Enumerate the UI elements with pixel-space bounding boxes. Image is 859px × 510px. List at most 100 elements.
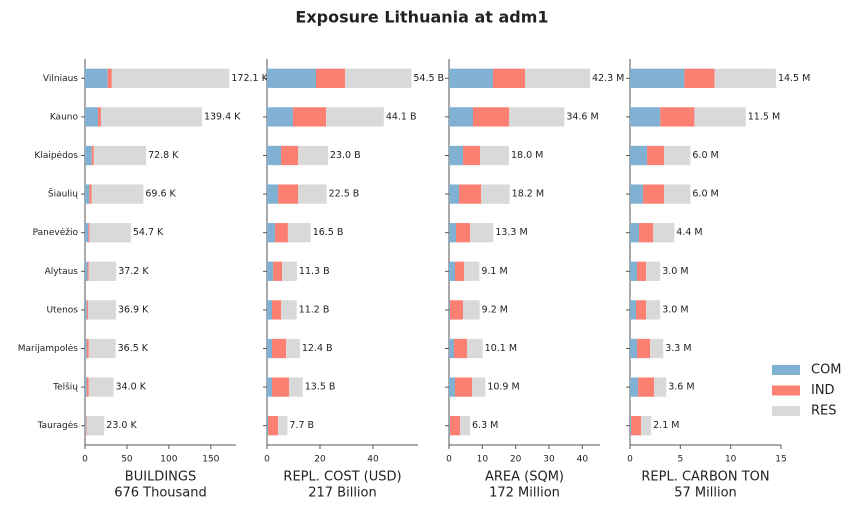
bar-segment [449,261,455,281]
bar-segment [86,300,88,320]
bar-segment [636,300,647,320]
bar-segment [267,300,273,320]
x-tick-label: 150 [202,455,219,465]
bar-segment [630,377,639,397]
bar-segment [449,223,456,243]
bar-segment [281,145,298,166]
bar-segment [85,416,86,436]
bar-segment [286,338,300,359]
x-tick-label: 40 [367,455,379,465]
total-label: 36.9 K [118,304,149,315]
bar-segment [694,107,746,127]
legend-swatch [772,365,800,375]
x-tick-label: 5 [677,455,683,465]
bar-segment [91,145,94,166]
x-tick-label: 0 [627,455,633,465]
bar-segment [316,68,346,88]
category-label: Klaipėdos [34,151,78,161]
x-axis-sublabel: 217 Billion [308,486,377,501]
legend-label: RES [811,404,837,419]
bar-segment [267,377,273,397]
x-axis-label: BUILDINGS [125,470,196,485]
bar-segment [272,300,282,320]
total-label: 3.0 M [662,304,688,315]
total-label: 4.4 M [676,227,702,238]
legend-swatch [772,406,800,416]
total-label: 44.1 B [386,111,417,122]
total-label: 12.4 B [302,343,333,354]
bar-segment [450,300,463,320]
category-label: Tauragės [37,421,79,431]
x-tick-label: 10 [725,455,737,465]
total-label: 139.4 K [204,111,241,122]
x-tick-label: 40 [577,455,589,465]
bar-segment [472,377,486,397]
x-tick-label: 30 [543,455,555,465]
bar-segment [467,338,483,359]
bar-segment [88,223,90,243]
bar-segment [714,68,776,88]
total-label: 54.5 B [413,73,444,84]
bar-segment [449,416,450,436]
bar-segment [89,184,92,204]
x-tick-label: 0 [446,455,452,465]
bar-segment [449,377,455,397]
x-axis-sublabel: 676 Thousand [114,486,207,501]
total-label: 9.2 M [482,304,508,315]
bar-segment [85,223,89,243]
bar-segment [638,377,655,397]
x-axis-label: REPL. CARBON TON [641,470,769,485]
bar-segment [630,107,661,127]
bar-segment [450,416,460,436]
bar-segment [630,416,632,436]
bar-segment [630,261,638,281]
total-label: 22.5 B [329,189,360,200]
total-label: 23.0 K [106,420,137,431]
category-label: Kauno [50,112,79,122]
total-label: 13.5 B [305,382,336,393]
bar-segment [282,261,297,281]
bar-segment [85,377,87,397]
category-label: Marijampolės [18,344,79,354]
bar-segment [630,300,637,320]
bar-segment [86,338,89,359]
total-label: 72.8 K [148,150,179,161]
total-label: 3.3 M [665,343,691,354]
bar-segment [664,145,691,166]
bar-segment [86,377,89,397]
x-axis-label: AREA (SQM) [485,470,564,485]
x-tick-label: 10 [477,455,489,465]
bar-segment [107,68,112,88]
bar-segment [473,107,509,127]
bar-segment [637,338,651,359]
x-tick-label: 20 [314,455,326,465]
total-label: 18.0 M [511,150,543,161]
bar-segment [267,145,282,166]
bar-segment [464,261,480,281]
bar-segment [449,300,450,320]
bar-segment [89,223,131,243]
bar-segment [98,107,101,127]
bar-segment [470,223,494,243]
category-label: Telšių [52,382,78,393]
total-label: 6.0 M [692,150,718,161]
total-label: 10.1 M [485,343,517,354]
total-label: 37.2 K [118,266,149,277]
x-tick-label: 50 [121,455,133,465]
total-label: 2.1 M [653,420,679,431]
bar-segment [480,145,509,166]
total-label: 23.0 B [330,150,361,161]
x-tick-label: 100 [160,455,177,465]
bar-segment [654,377,667,397]
bar-segment [268,416,279,436]
bar-segment [630,68,685,88]
legend-label: COM [811,363,842,378]
category-label: Utenos [46,305,78,315]
legend-label: IND [811,383,835,398]
bar-segment [267,416,269,436]
bar-segment [111,68,230,88]
bar-segment [267,184,279,204]
bar-segment [267,68,317,88]
bar-segment [85,107,99,127]
bar-segment [660,107,695,127]
